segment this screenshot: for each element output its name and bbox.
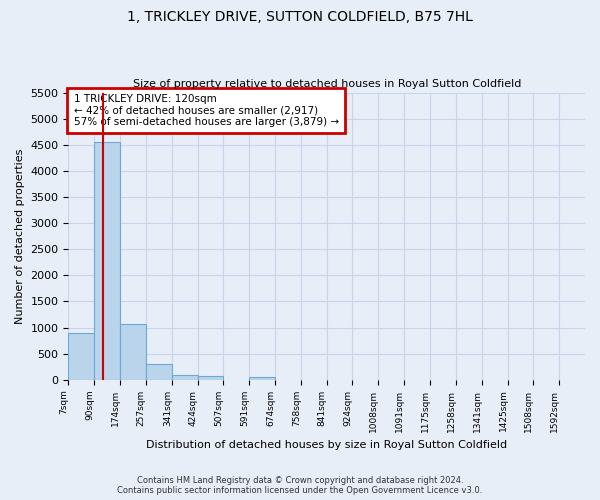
Bar bbox=[172, 375, 197, 380]
Title: Size of property relative to detached houses in Royal Sutton Coldfield: Size of property relative to detached ho… bbox=[133, 79, 521, 89]
Y-axis label: Number of detached properties: Number of detached properties bbox=[15, 148, 25, 324]
Text: 1 TRICKLEY DRIVE: 120sqm
← 42% of detached houses are smaller (2,917)
57% of sem: 1 TRICKLEY DRIVE: 120sqm ← 42% of detach… bbox=[74, 94, 338, 127]
Bar bbox=[94, 142, 120, 380]
Bar bbox=[197, 376, 223, 380]
Bar bbox=[146, 364, 172, 380]
X-axis label: Distribution of detached houses by size in Royal Sutton Coldfield: Distribution of detached houses by size … bbox=[146, 440, 507, 450]
Bar bbox=[68, 333, 94, 380]
Text: Contains HM Land Registry data © Crown copyright and database right 2024.
Contai: Contains HM Land Registry data © Crown c… bbox=[118, 476, 482, 495]
Bar bbox=[120, 324, 146, 380]
Text: 1, TRICKLEY DRIVE, SUTTON COLDFIELD, B75 7HL: 1, TRICKLEY DRIVE, SUTTON COLDFIELD, B75… bbox=[127, 10, 473, 24]
Bar bbox=[249, 378, 275, 380]
